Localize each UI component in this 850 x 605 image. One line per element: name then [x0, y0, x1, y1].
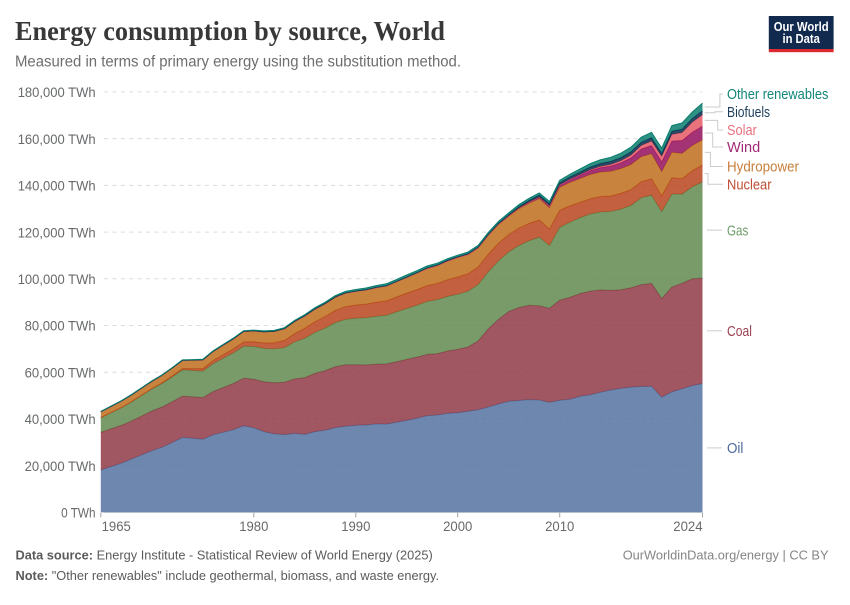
- svg-text:OurWorldinData.org/energy | CC: OurWorldinData.org/energy | CC BY: [623, 548, 829, 563]
- svg-text:Nuclear: Nuclear: [727, 178, 772, 194]
- svg-text:140,000 TWh: 140,000 TWh: [18, 178, 96, 194]
- svg-text:180,000 TWh: 180,000 TWh: [18, 84, 96, 100]
- svg-text:Measured in terms of primary e: Measured in terms of primary energy usin…: [15, 54, 461, 71]
- svg-text:1965: 1965: [102, 518, 131, 534]
- svg-text:40,000 TWh: 40,000 TWh: [25, 411, 96, 427]
- svg-text:Our World: Our World: [774, 20, 829, 34]
- svg-text:60,000 TWh: 60,000 TWh: [25, 364, 96, 380]
- svg-text:Data source: Energy Institute: Data source: Energy Institute - Statisti…: [16, 548, 433, 563]
- svg-text:Oil: Oil: [727, 441, 743, 457]
- svg-text:Solar: Solar: [727, 123, 757, 139]
- svg-text:Hydropower: Hydropower: [727, 160, 799, 176]
- svg-text:Coal: Coal: [727, 324, 752, 340]
- svg-text:2000: 2000: [443, 518, 472, 534]
- svg-text:100,000 TWh: 100,000 TWh: [18, 271, 96, 287]
- svg-text:80,000 TWh: 80,000 TWh: [25, 318, 96, 334]
- svg-text:0 TWh: 0 TWh: [61, 505, 96, 521]
- svg-text:160,000 TWh: 160,000 TWh: [18, 131, 96, 147]
- svg-text:120,000 TWh: 120,000 TWh: [18, 224, 96, 240]
- svg-text:2010: 2010: [545, 518, 574, 534]
- svg-text:Note: "Other renewables" inclu: Note: "Other renewables" include geother…: [16, 568, 440, 583]
- svg-text:2024: 2024: [673, 518, 702, 534]
- svg-text:Other renewables: Other renewables: [727, 87, 828, 103]
- svg-text:1980: 1980: [239, 518, 268, 534]
- svg-text:1990: 1990: [341, 518, 370, 534]
- svg-text:Biofuels: Biofuels: [727, 105, 770, 121]
- svg-text:20,000 TWh: 20,000 TWh: [25, 458, 96, 474]
- svg-text:Wind: Wind: [727, 140, 760, 156]
- svg-text:Gas: Gas: [727, 223, 748, 239]
- svg-text:Energy consumption by source,: Energy consumption by source, World: [15, 16, 445, 46]
- svg-text:in Data: in Data: [782, 32, 820, 46]
